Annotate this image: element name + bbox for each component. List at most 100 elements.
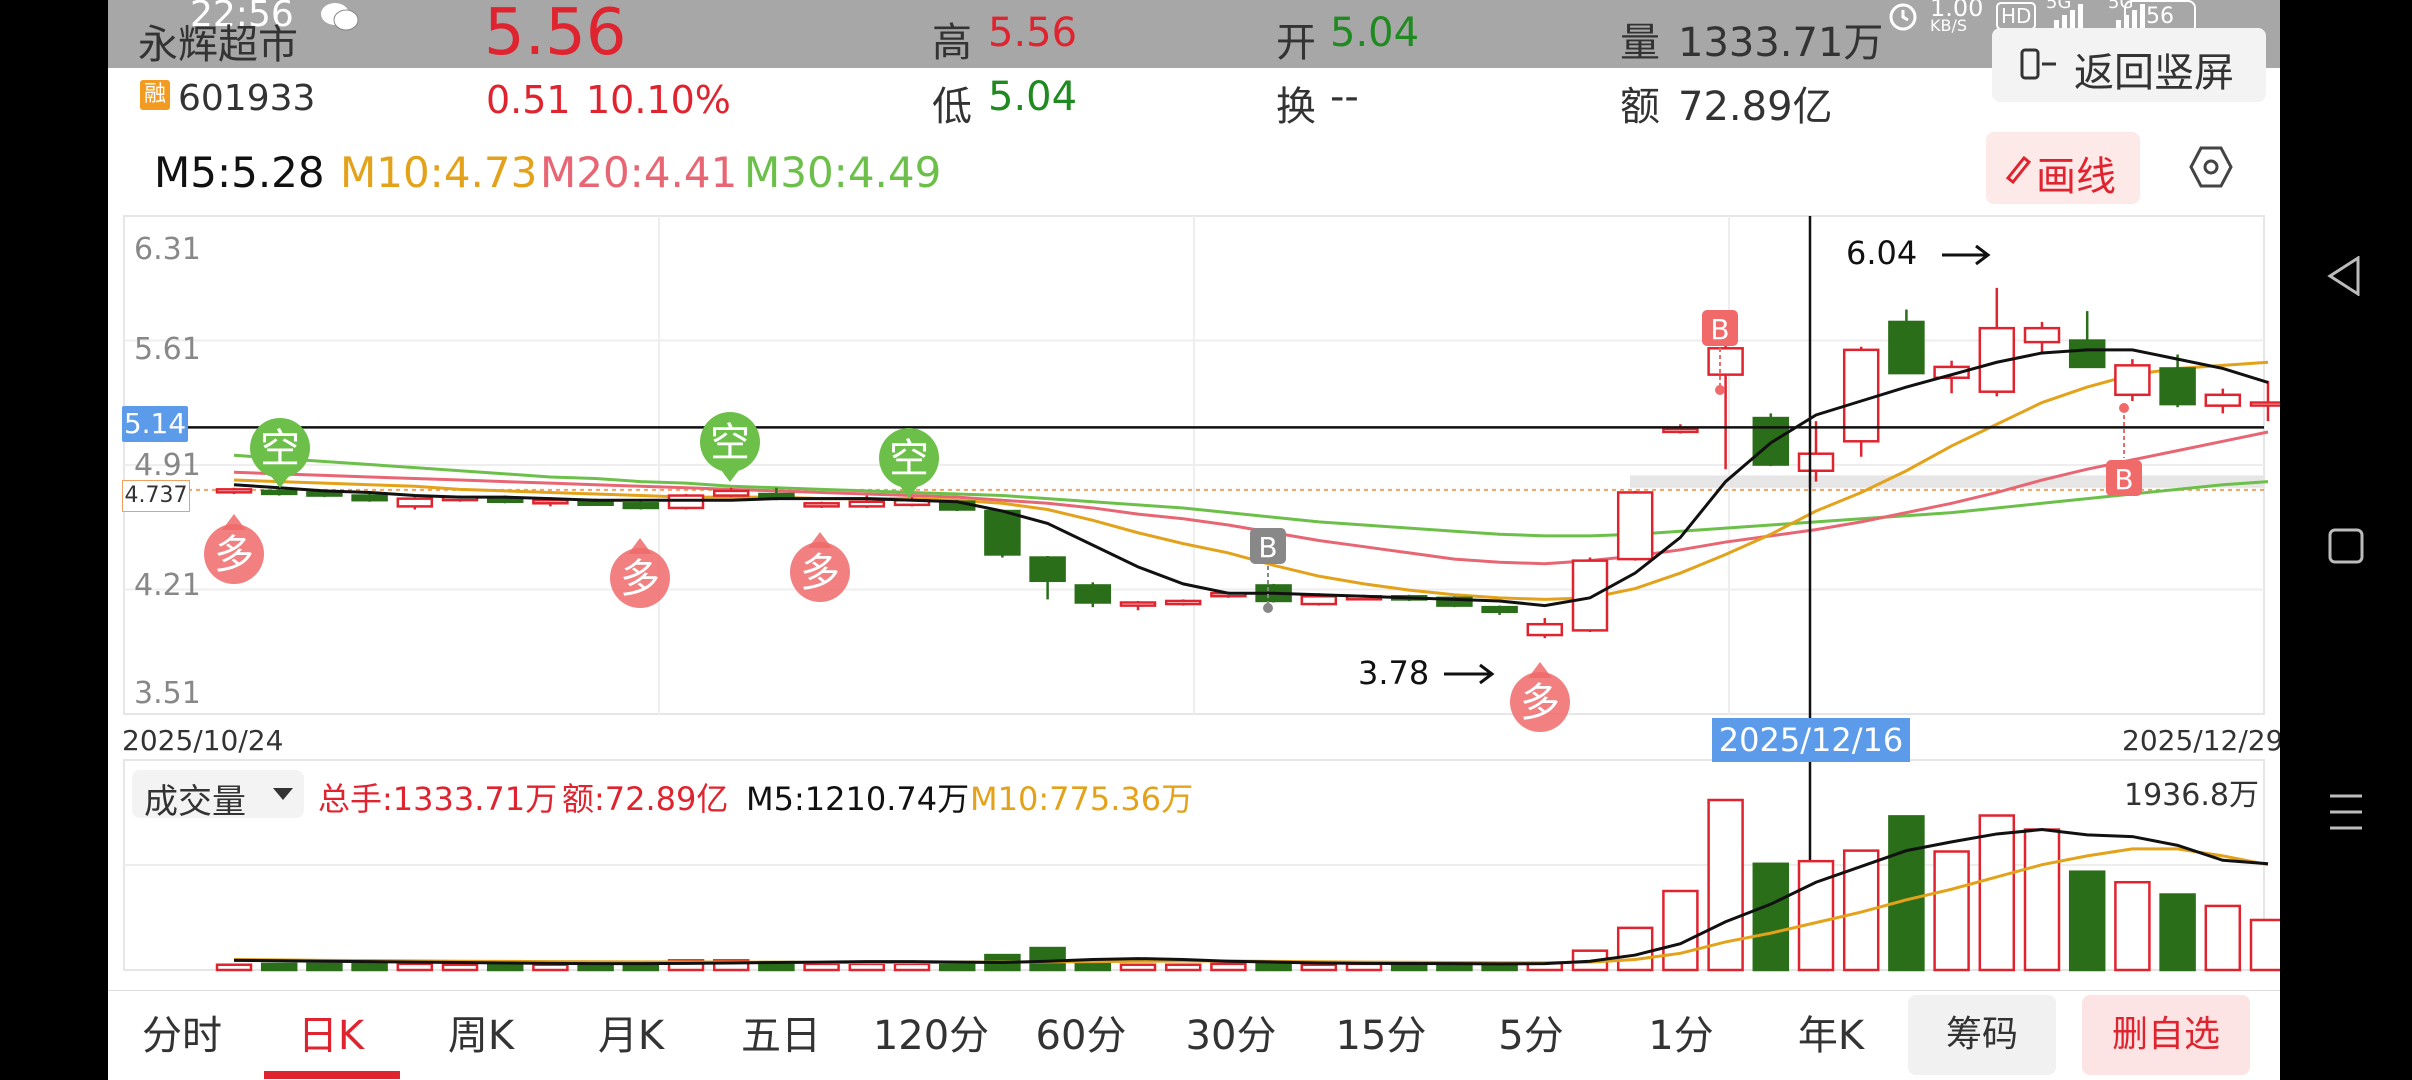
buy-marker-box [1702,310,1738,346]
price-axis-label-1: 6.31 [134,232,201,267]
candle-body [486,497,524,503]
tab-yearly-k[interactable]: 年K [1797,1013,1865,1059]
candle-body [712,489,750,497]
ref-price-tag: 4.737 [122,480,190,512]
pencil-icon [2004,152,2032,188]
volume-bar [848,962,886,972]
tab-5min[interactable]: 5分 [1498,1013,1564,1059]
candle-body [2023,326,2061,344]
net-speed-unit: KB/S [1930,16,1968,35]
candle-body [1571,559,1609,632]
candle-body [1662,427,1699,434]
candle-body [351,494,388,502]
candle-body [532,498,569,505]
candle-body [803,502,840,508]
volume-bar [532,963,569,972]
tab-30min[interactable]: 30分 [1185,1013,1277,1059]
short-signal-text: 空 [260,426,300,472]
net-speed: 1.00 [1930,0,1984,22]
high-value: 5.56 [988,10,1078,56]
price-axis-label-5: 3.51 [134,676,201,711]
tab-intraday[interactable]: 分时 [142,1013,222,1059]
volume-bar [260,962,298,972]
volume-label: 量 [1620,20,1660,66]
volume-bar [441,963,479,972]
settings-icon[interactable] [2188,144,2234,194]
remove-watchlist-button[interactable]: 删自选 [2082,995,2250,1075]
volume-indicator-select[interactable]: 成交量 [132,770,304,822]
long-signal-bubble [610,548,670,608]
candle-body [848,500,886,508]
stock-app: 22:56 1.00 KB/S HD 5G 5G 56 永辉超市 5.56 高 … [108,0,2280,1080]
long-signal-text: 多 [620,556,660,602]
volume-bar [1888,815,1925,972]
candle-body [1074,584,1112,604]
short-signal-tail [268,472,292,488]
margin-badge: 融 [140,80,170,110]
volume-m10: M10:775.36万 [970,780,1194,818]
tab-60min[interactable]: 60分 [1035,1013,1127,1059]
candle-body [2204,393,2242,407]
highlight-band [1630,475,2264,488]
volume-bar [2068,870,2106,972]
tab-daily-k[interactable]: 日K [297,1013,365,1059]
tab-monthly-k[interactable]: 月K [597,1013,665,1059]
volume-bar [1164,963,1202,972]
system-nav-bar [2280,0,2412,1080]
long-signal-bubble [204,524,264,584]
candle-body [1797,452,1835,473]
candle-body [1616,491,1654,561]
ma30-legend: M30:4.49 [744,148,942,197]
tab-weekly-k[interactable]: 周K [447,1013,515,1059]
candlestick-chart[interactable]: 空空空多多 多多BBB [108,0,2280,1000]
volume-bar [351,962,388,972]
date-start: 2025/10/24 [122,724,284,757]
draw-line-label: 画线 [2036,154,2116,200]
price-axis-label-4: 4.21 [134,568,201,603]
menu-icon[interactable] [2328,792,2364,836]
volume-bar [1119,963,1157,972]
high-label: 高 [932,20,972,66]
tab-15min[interactable]: 15分 [1335,1013,1427,1059]
long-signal-tail [628,538,652,554]
volume-value: 1333.71万 [1678,20,1884,66]
low-label: 低 [932,84,972,130]
volume-total: 总手:1333.71万 [318,780,558,818]
signal-1-label: 5G [2046,0,2072,13]
volume-bar [2249,918,2280,972]
signal-1-icon [2052,4,2084,34]
long-signal-tail [222,514,246,530]
volume-bar [622,963,660,972]
volume-bar [396,962,434,972]
price-axis-label-3: 4.91 [134,448,201,483]
tab-five-day[interactable]: 五日 [741,1013,821,1059]
candle-body [1119,601,1157,607]
volume-bar [2114,880,2151,972]
ma20-legend: M20:4.41 [540,148,738,197]
candle-body [215,488,253,494]
candle-body [2068,339,2106,369]
back-icon[interactable] [2326,255,2362,300]
portrait-button[interactable]: 返回竖屏 [1992,28,2266,102]
date-cursor: 2025/12/16 [1712,718,1910,762]
buy-marker-text: B [2114,463,2133,496]
long-signal-bubble [790,542,850,602]
candle-body [1707,347,1744,376]
draw-line-button[interactable]: 画线 [1986,132,2140,204]
cursor-price-tag: 5.14 [122,406,188,442]
home-icon[interactable] [2328,528,2364,568]
long-signal-tail [1528,662,1552,678]
candle-body [2114,364,2151,397]
volume-bar [1210,962,1247,972]
chevron-down-icon [272,786,294,805]
high-marker-label: 6.04 [1846,234,1918,272]
chips-button[interactable]: 筹码 [1908,995,2056,1075]
volume-max-label: 1936.8万 [2124,778,2259,813]
volume-bar [2159,893,2196,972]
volume-bar [1481,963,1518,972]
candle-body [396,497,434,508]
tab-120min[interactable]: 120分 [872,1013,990,1059]
low-value: 5.04 [988,74,1078,120]
volume-bar [893,962,931,972]
tab-1min[interactable]: 1分 [1648,1013,1714,1059]
